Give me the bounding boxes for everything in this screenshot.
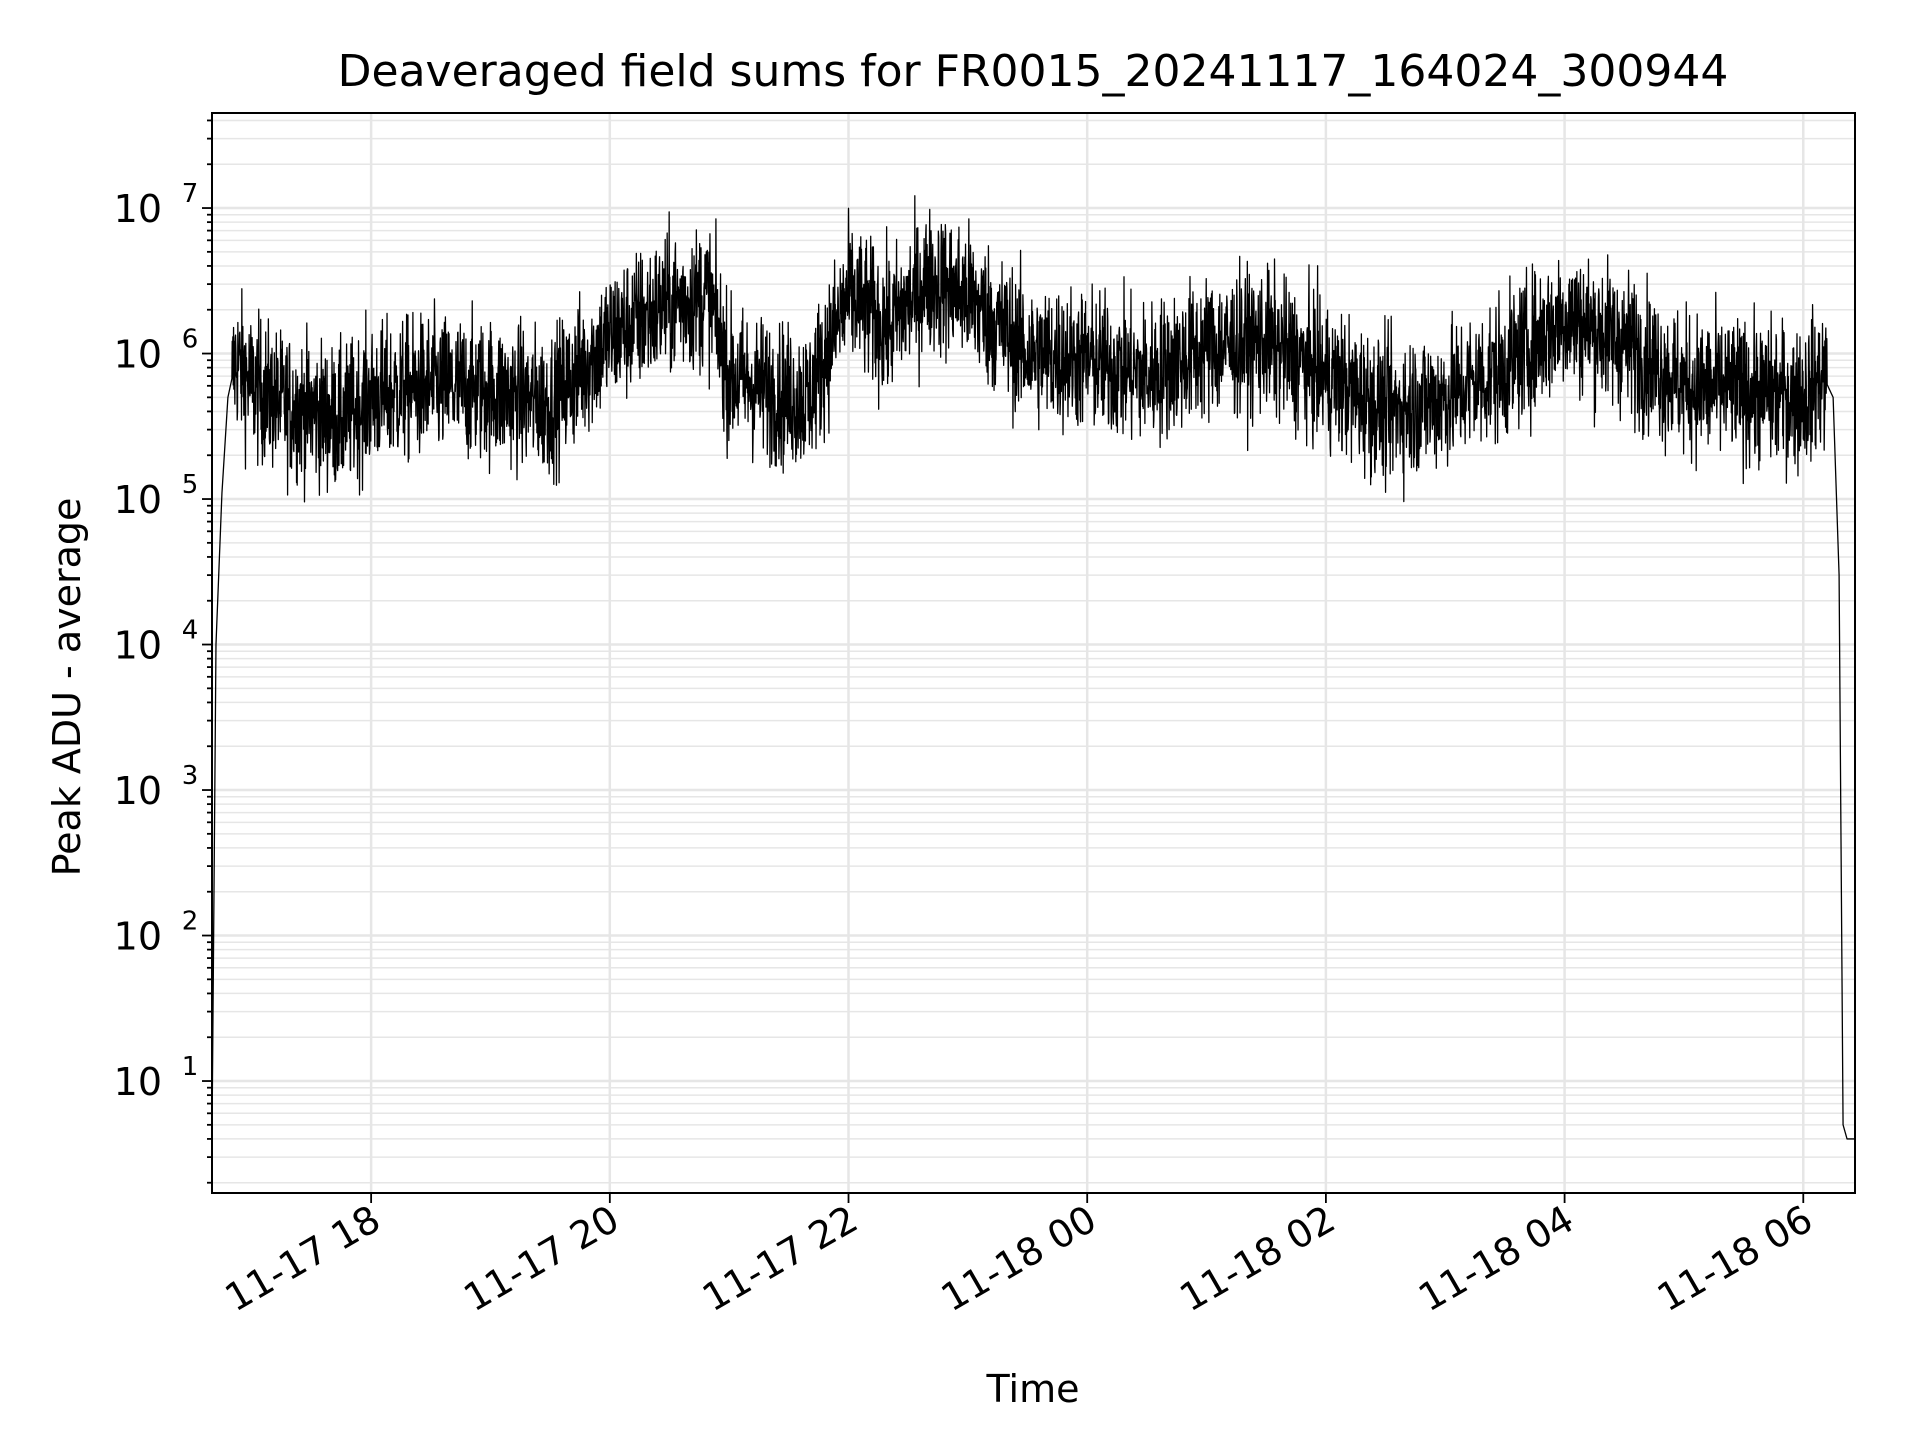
y-tick-exponent: 5	[182, 470, 199, 500]
y-tick-exponent: 7	[182, 179, 199, 209]
y-tick-exponent: 3	[182, 761, 199, 791]
y-tick-exponent: 1	[182, 1052, 199, 1082]
y-tick-exponent: 6	[182, 325, 199, 355]
y-tick-label: 10	[114, 333, 162, 377]
y-tick-label: 10	[114, 769, 162, 813]
y-axis-label: Peak ADU - average	[45, 498, 89, 877]
grid	[212, 113, 1855, 1193]
y-tick-label: 10	[114, 478, 162, 522]
y-tick-exponent: 2	[182, 907, 199, 937]
plot-frame	[211, 112, 1856, 1194]
data-layer	[211, 195, 1856, 1140]
series-line	[211, 195, 1856, 1140]
x-axis-label: Time	[986, 1367, 1080, 1411]
chart-title: Deaveraged field sums for FR0015_2024111…	[338, 46, 1729, 97]
y-tick-label: 10	[114, 187, 162, 231]
y-tick-label: 10	[114, 915, 162, 959]
y-tick-exponent: 4	[182, 616, 199, 646]
y-tick-label: 10	[114, 624, 162, 668]
y-tick-label: 10	[114, 1060, 162, 1104]
